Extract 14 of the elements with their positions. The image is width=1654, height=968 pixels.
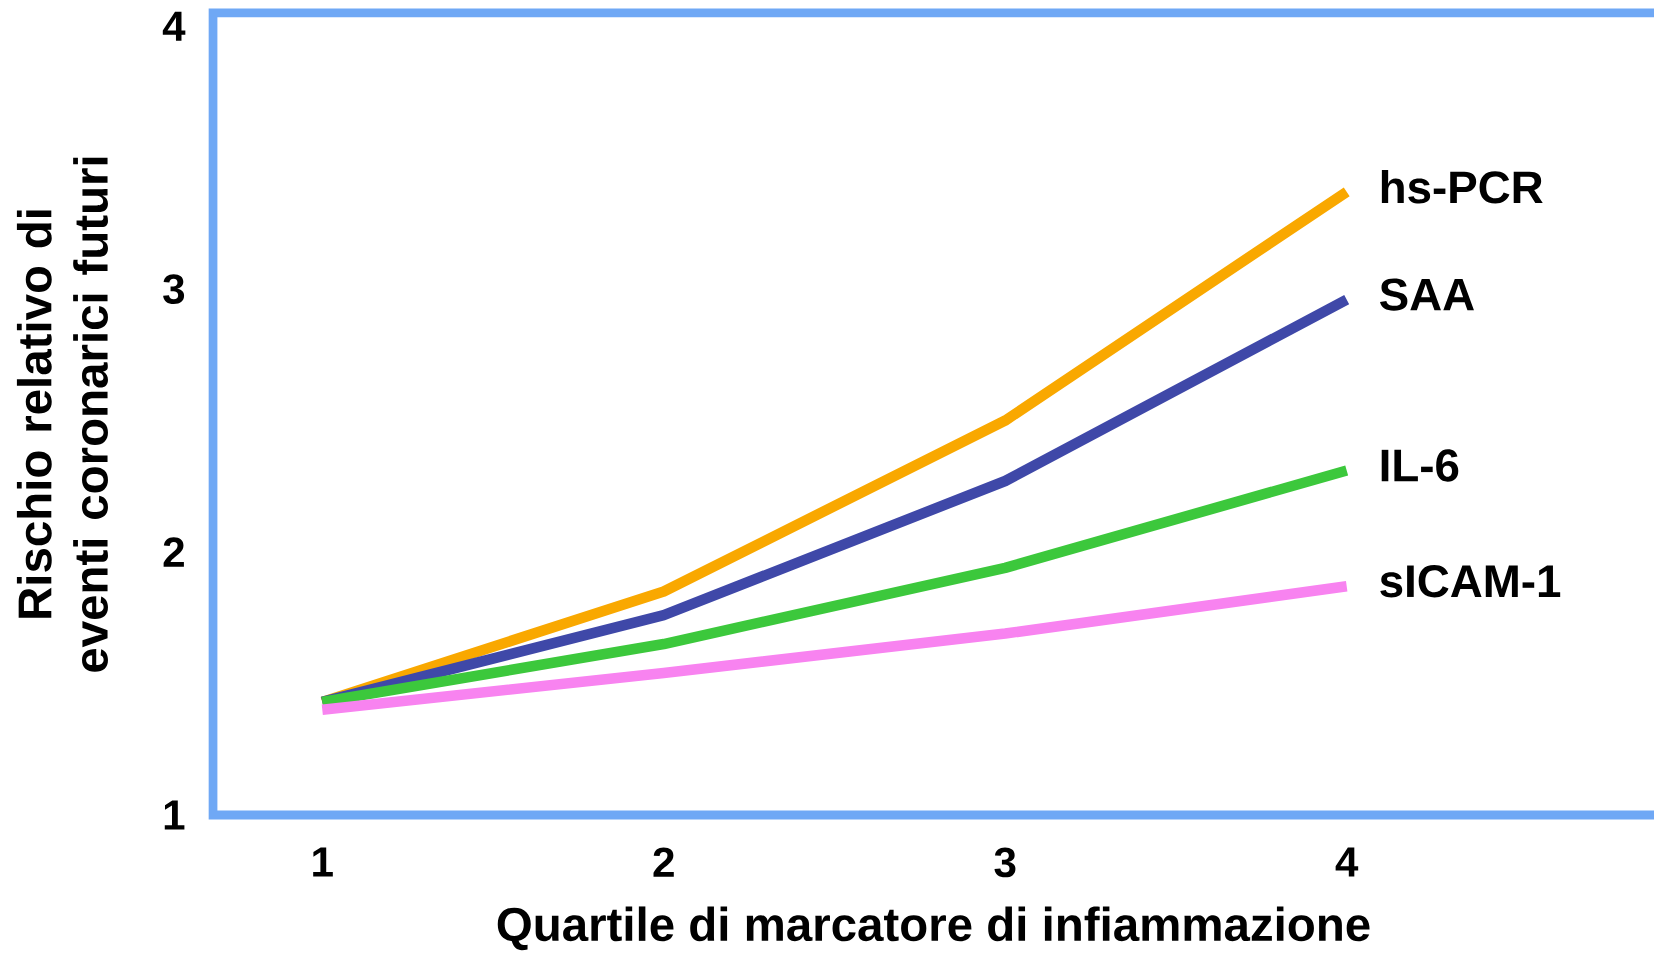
y-tick-label: 4: [162, 11, 186, 41]
y-tick-label: 2: [163, 537, 184, 567]
y-tick-label: 1: [164, 800, 185, 830]
y-tick-label: 3: [163, 274, 185, 305]
x-tick-label: 2: [653, 847, 674, 877]
x-axis-title: Quartile di marcatore di infiammazione: [497, 906, 1370, 951]
series-label: SAA: [1380, 278, 1474, 311]
y-axis-title: Rischio relativo di eventi coronarici futuri: [16, 157, 108, 672]
series-label: IL-6: [1381, 449, 1459, 482]
series-label: sICAM-1: [1380, 565, 1561, 598]
x-tick-label: 3: [994, 847, 1016, 878]
series-label: hs-PCR: [1381, 169, 1543, 204]
x-tick-label: 4: [1335, 847, 1359, 877]
x-tick-label: 1: [313, 847, 333, 877]
